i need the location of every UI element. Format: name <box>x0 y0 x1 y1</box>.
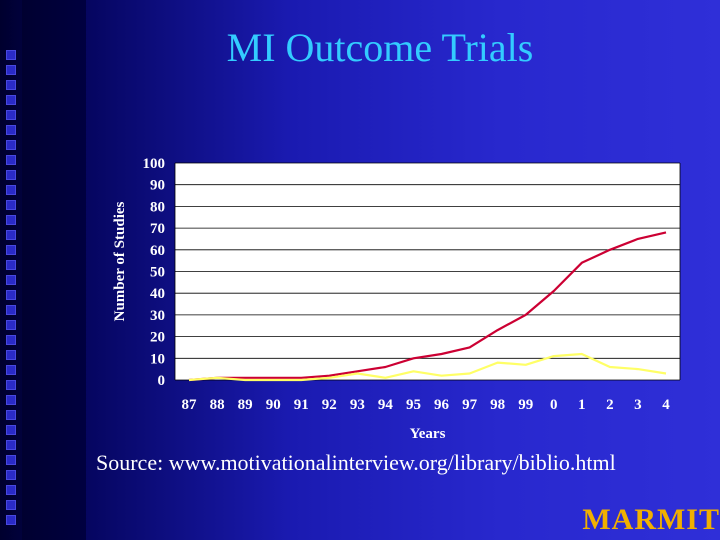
series-line-red <box>188 231 667 382</box>
x-tick-label: 98 <box>490 397 505 413</box>
x-tick-label: 4 <box>662 397 670 413</box>
x-tick-label: 87 <box>182 397 198 413</box>
x-tick-label: 94 <box>378 397 394 413</box>
decorative-square-strip <box>0 0 22 540</box>
marmit-logo: MARMIT <box>582 503 720 536</box>
decorative-square <box>6 380 16 390</box>
y-tick-label: 30 <box>150 308 165 324</box>
slide-title: MI Outcome Trials <box>226 25 534 70</box>
y-axis-label: Number of Studies <box>112 201 128 321</box>
decorative-square <box>6 260 16 270</box>
decorative-square <box>6 80 16 90</box>
decorative-square <box>6 350 16 360</box>
source-citation: Source: www.motivationalinterview.org/li… <box>96 450 616 475</box>
x-tick-label: 91 <box>294 397 309 413</box>
decorative-square <box>6 110 16 120</box>
y-tick-label: 10 <box>150 351 165 367</box>
x-tick-labels: 87 88 89 90 91 92 93 94 95 96 97 98 99 0 1 2 3 4 <box>182 397 671 413</box>
y-tick-label: 20 <box>150 330 165 346</box>
decorative-square <box>6 125 16 135</box>
decorative-square <box>6 485 16 495</box>
decorative-square <box>6 50 16 60</box>
decorative-square <box>6 410 16 420</box>
decorative-dark-band <box>22 0 86 540</box>
x-tick-label: 89 <box>238 397 253 413</box>
decorative-square <box>6 440 16 450</box>
y-tick-label: 70 <box>150 221 165 237</box>
y-tick-label: 90 <box>150 178 165 194</box>
decorative-square <box>6 170 16 180</box>
decorative-square <box>6 500 16 510</box>
decorative-square <box>6 335 16 345</box>
decorative-square <box>6 185 16 195</box>
decorative-square <box>6 155 16 165</box>
series-line-yellow <box>188 352 667 382</box>
decorative-square <box>6 305 16 315</box>
x-tick-label: 2 <box>606 397 614 413</box>
decorative-square <box>6 230 16 240</box>
y-tick-label: 0 <box>158 373 166 389</box>
decorative-square <box>6 275 16 285</box>
y-tick-label: 40 <box>150 286 165 302</box>
decorative-square <box>6 95 16 105</box>
decorative-square <box>6 290 16 300</box>
decorative-square <box>6 455 16 465</box>
x-tick-label: 99 <box>518 397 533 413</box>
y-tick-label: 100 <box>143 156 166 172</box>
decorative-square <box>6 365 16 375</box>
gridlines <box>174 162 681 381</box>
x-tick-label: 90 <box>266 397 281 413</box>
x-tick-label: 0 <box>550 397 558 413</box>
y-tick-label: 60 <box>150 243 165 259</box>
x-tick-label: 96 <box>434 397 450 413</box>
decorative-square <box>6 140 16 150</box>
x-tick-label: 88 <box>210 397 225 413</box>
decorative-square <box>6 515 16 525</box>
y-tick-label: 80 <box>150 199 165 215</box>
decorative-square <box>6 395 16 405</box>
x-tick-label: 3 <box>634 397 642 413</box>
x-axis-label: Years <box>410 426 446 442</box>
x-tick-label: 95 <box>406 397 421 413</box>
x-tick-label: 97 <box>462 397 478 413</box>
x-tick-label: 1 <box>578 397 586 413</box>
decorative-square <box>6 245 16 255</box>
decorative-square <box>6 215 16 225</box>
decorative-square <box>6 425 16 435</box>
decorative-square <box>6 65 16 75</box>
x-tick-label: 92 <box>322 397 337 413</box>
decorative-square <box>6 200 16 210</box>
y-tick-labels: 0 10 20 30 40 50 60 70 80 90 100 <box>143 156 166 389</box>
decorative-square <box>6 470 16 480</box>
decorative-square <box>6 320 16 330</box>
y-tick-label: 50 <box>150 265 165 281</box>
series-lines <box>188 231 667 382</box>
x-tick-label: 93 <box>350 397 365 413</box>
